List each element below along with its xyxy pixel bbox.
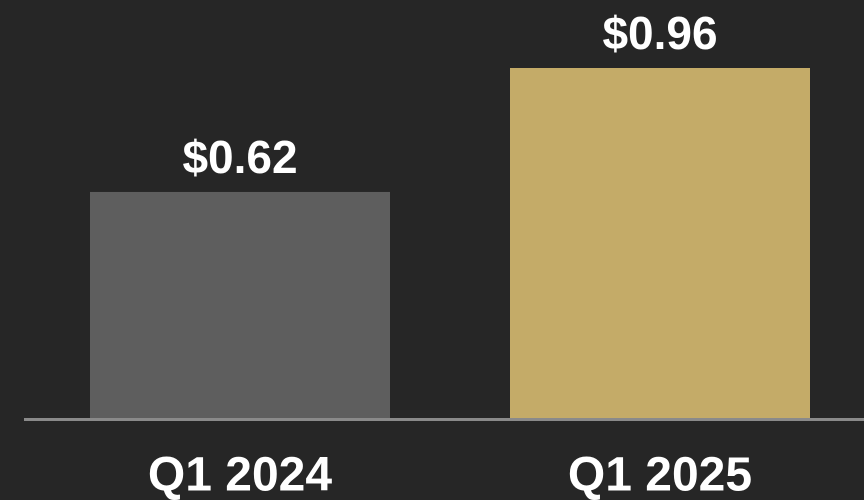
x-tick-label: Q1 2024	[148, 449, 332, 500]
x-tick-label: Q1 2025	[568, 449, 752, 500]
bar	[90, 191, 390, 418]
value-label: $0.96	[602, 7, 717, 59]
value-label: $0.62	[182, 131, 297, 183]
plot	[90, 68, 810, 418]
bar	[510, 68, 810, 418]
